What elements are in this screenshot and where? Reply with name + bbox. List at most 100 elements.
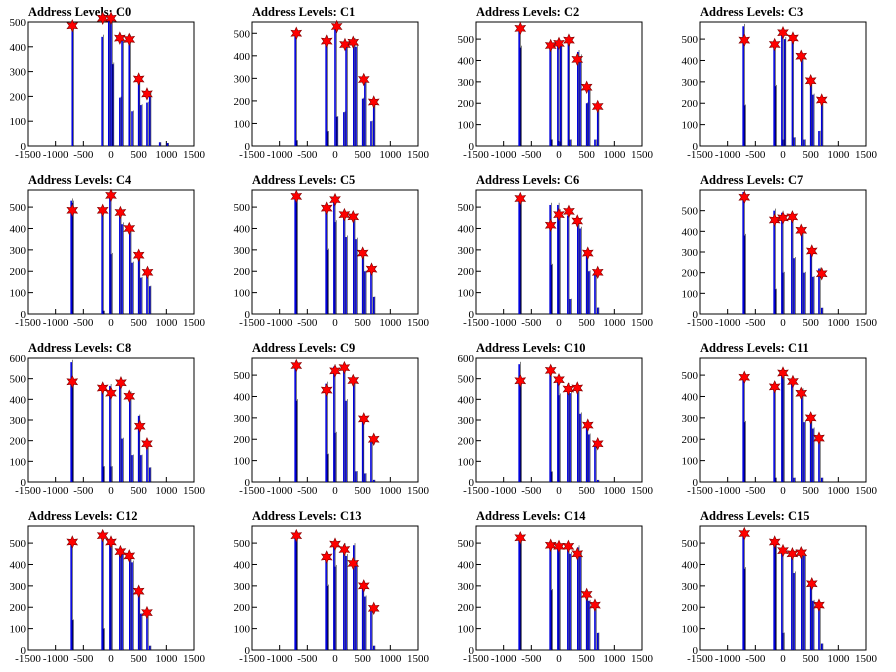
x-tick-label: 1000 xyxy=(155,317,178,329)
y-tick-label: 300 xyxy=(458,77,475,89)
star-marker xyxy=(768,37,781,52)
y-tick-label: 400 xyxy=(682,226,699,238)
star-marker xyxy=(553,372,565,387)
star-marker xyxy=(132,72,145,86)
y-tick-label: 0 xyxy=(245,141,251,153)
star-marker xyxy=(338,360,351,375)
star-marker xyxy=(553,207,565,222)
y-tick-label: 0 xyxy=(469,309,475,321)
star-marker xyxy=(562,539,575,554)
star-marker xyxy=(367,432,380,446)
chart-panel: Address Levels: C15 0 100 200 300 400 500 -1500… xyxy=(672,504,896,672)
star-marker xyxy=(580,587,593,602)
star-marker xyxy=(330,19,343,34)
star-marker xyxy=(777,366,789,380)
star-marker xyxy=(329,364,341,378)
star-marker xyxy=(553,36,565,51)
x-tick-label: 0 xyxy=(332,485,338,497)
star-marker xyxy=(544,538,557,552)
x-tick-label: 0 xyxy=(780,149,786,161)
y-tick-label: 500 xyxy=(682,370,699,382)
x-tick-label: 1500 xyxy=(631,485,654,497)
y-tick-label: 100 xyxy=(458,624,475,636)
x-tick-label: -1000 xyxy=(491,653,517,665)
x-tick-label: -1000 xyxy=(267,485,293,497)
star-marker xyxy=(738,33,751,47)
x-tick-label: -500 xyxy=(297,653,318,665)
y-tick-label: 400 xyxy=(10,394,27,406)
star-marker xyxy=(738,190,751,204)
star-marker xyxy=(290,26,303,41)
y-tick-label: 500 xyxy=(234,370,251,382)
y-tick-label: 500 xyxy=(458,202,475,214)
x-tick-label: 500 xyxy=(802,653,819,665)
x-tick-label: -1000 xyxy=(267,317,293,329)
y-tick-label: 300 xyxy=(10,245,27,257)
star-marker xyxy=(290,358,303,373)
x-tick-label: 500 xyxy=(578,317,595,329)
y-tick-label: 100 xyxy=(234,288,251,300)
star-marker xyxy=(141,265,154,280)
x-tick-label: 1500 xyxy=(855,485,878,497)
x-tick-label: 0 xyxy=(332,653,338,665)
x-tick-label: 1500 xyxy=(183,317,206,329)
star-marker xyxy=(795,223,808,238)
x-tick-label: -500 xyxy=(521,485,542,497)
star-marker xyxy=(123,221,136,236)
chart-panel: Address Levels: C4 0 100 200 300 400 500 -1500-… xyxy=(0,168,224,336)
star-marker xyxy=(580,80,593,94)
x-tick-label: -500 xyxy=(73,653,94,665)
x-tick-label: 1000 xyxy=(603,317,626,329)
star-marker xyxy=(66,535,79,549)
y-tick-label: 100 xyxy=(682,120,699,132)
x-tick-label: -1000 xyxy=(715,317,741,329)
star-marker xyxy=(96,203,109,218)
x-tick-label: 1000 xyxy=(603,149,626,161)
y-tick-label: 300 xyxy=(234,413,251,425)
x-tick-label: -500 xyxy=(745,485,766,497)
star-marker xyxy=(290,189,303,204)
x-tick-label: 0 xyxy=(556,653,562,665)
star-marker xyxy=(105,188,117,203)
y-tick-label: 200 xyxy=(458,602,475,614)
chart-panel: Address Levels: C9 0 100 200 300 400 500 -1500-… xyxy=(224,336,448,504)
star-marker xyxy=(768,380,781,394)
x-tick-label: 1500 xyxy=(183,485,206,497)
x-tick-label: 500 xyxy=(578,485,595,497)
star-marker xyxy=(66,203,79,218)
star-marker xyxy=(777,543,789,558)
chart-svg: 0 100 200 300 400 500 -1500 -1000 -500 0 500 1000 15… xyxy=(682,189,878,329)
y-tick-label: 0 xyxy=(245,477,251,489)
y-tick-label: 200 xyxy=(10,436,27,448)
y-tick-label: 0 xyxy=(469,645,475,657)
y-tick-label: 300 xyxy=(234,581,251,593)
star-marker xyxy=(738,526,751,541)
x-tick-label: 1000 xyxy=(155,149,178,161)
chart-svg: 0 100 200 300 400 500 600 -1500 -1000 -500 0 500 100… xyxy=(458,353,654,497)
chart-svg: 0 100 200 300 400 500 600 -1500 -1000 -500 0 500 100… xyxy=(10,353,206,497)
chart-panel: Address Levels: C10 0 100 200 300 400 500 600 -1… xyxy=(448,336,672,504)
x-tick-label: -500 xyxy=(297,317,318,329)
star-marker xyxy=(141,87,153,101)
y-tick-label: 100 xyxy=(10,116,27,128)
x-tick-label: -1500 xyxy=(239,653,265,665)
x-tick-label: -500 xyxy=(73,485,94,497)
x-tick-label: 500 xyxy=(354,485,371,497)
star-marker xyxy=(563,33,575,47)
star-marker xyxy=(787,31,799,45)
y-tick-label: 100 xyxy=(682,288,699,300)
star-marker xyxy=(141,437,153,451)
star-marker xyxy=(115,376,127,390)
x-tick-label: 500 xyxy=(802,149,819,161)
chart-panel: Address Levels: C7 0 100 200 300 400 500 -1500-… xyxy=(672,168,896,336)
x-tick-label: 1500 xyxy=(855,317,878,329)
star-marker xyxy=(320,550,333,564)
chart-title: Address Levels: C8 xyxy=(28,341,132,355)
chart-panel: Address Levels: C3 0 100 200 300 400 500 -1500-… xyxy=(672,0,896,168)
star-marker xyxy=(738,370,751,384)
star-marker xyxy=(795,386,808,401)
star-marker xyxy=(571,547,584,561)
x-tick-label: -1500 xyxy=(15,485,41,497)
x-tick-label: 1000 xyxy=(155,485,178,497)
